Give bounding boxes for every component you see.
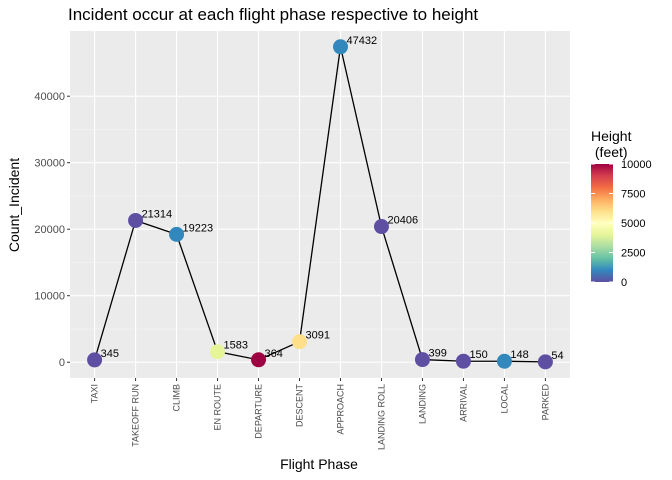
x-tick-label: DEPARTURE bbox=[254, 384, 264, 439]
chart-title: Incident occur at each flight phase resp… bbox=[68, 5, 478, 24]
x-tick-label: TAKEOFF RUN bbox=[131, 384, 141, 447]
legend-tick-label: 5000 bbox=[621, 218, 645, 230]
data-point bbox=[169, 226, 185, 242]
data-point bbox=[128, 212, 144, 228]
data-point bbox=[251, 352, 267, 368]
data-label: 54 bbox=[551, 350, 563, 362]
data-label: 19223 bbox=[183, 222, 214, 234]
legend-tick-label: 10000 bbox=[621, 159, 652, 171]
data-label: 21314 bbox=[142, 208, 173, 220]
x-tick-label: DESCENT bbox=[295, 384, 305, 428]
y-tick-label: 0 bbox=[59, 357, 65, 369]
y-tick-label: 30000 bbox=[34, 158, 65, 170]
data-point bbox=[292, 334, 308, 350]
data-label: 345 bbox=[101, 348, 119, 360]
data-labels: 345 21314 19223 1583 364 3091 47432 20406 399 150… bbox=[101, 35, 564, 362]
x-tick-label: APPROACH bbox=[335, 384, 345, 435]
data-point bbox=[87, 352, 103, 368]
data-points bbox=[87, 39, 553, 370]
legend-tick-label: 2500 bbox=[621, 248, 645, 260]
x-axis-title: Flight Phase bbox=[280, 456, 358, 472]
data-point bbox=[414, 352, 430, 368]
grid-lines bbox=[70, 31, 570, 378]
data-point bbox=[332, 39, 348, 55]
data-label: 47432 bbox=[346, 35, 377, 47]
x-tick-label: TAXI bbox=[90, 384, 100, 403]
x-tick-label: LANDING ROLL bbox=[376, 384, 386, 450]
data-point bbox=[455, 353, 471, 369]
legend-title-line-1: Height bbox=[591, 128, 632, 144]
data-label: 3091 bbox=[306, 330, 330, 342]
y-tick-label: 10000 bbox=[34, 291, 65, 303]
x-axis-ticks: TAXI TAKEOFF RUN CLIMB EN ROUTE DEPARTURE DES… bbox=[90, 378, 550, 450]
x-tick-label: CLIMB bbox=[172, 384, 182, 412]
data-point bbox=[373, 219, 389, 235]
legend-colorbar bbox=[591, 164, 613, 282]
x-tick-label: PARKED bbox=[540, 384, 550, 421]
x-tick-label: EN ROUTE bbox=[213, 384, 223, 431]
data-point bbox=[210, 344, 226, 360]
legend: Height (feet) 0 2500 5000 7500 10000 bbox=[591, 128, 652, 289]
y-tick-label: 40000 bbox=[34, 91, 65, 103]
y-axis-title: Count_Incident bbox=[6, 158, 22, 252]
data-label: 399 bbox=[428, 348, 446, 360]
legend-tick-label: 7500 bbox=[621, 189, 645, 201]
legend-ticks: 0 2500 5000 7500 10000 bbox=[591, 159, 652, 289]
y-axis-ticks: 0 10000 20000 30000 40000 bbox=[34, 91, 70, 369]
data-label: 148 bbox=[510, 349, 528, 361]
x-tick-label: LANDING bbox=[417, 384, 427, 424]
legend-title-line-2: (feet) bbox=[591, 144, 628, 160]
x-tick-label: LOCAL bbox=[499, 384, 509, 414]
x-tick-label: ARRIVAL bbox=[458, 384, 468, 422]
data-label: 1583 bbox=[224, 340, 248, 352]
plot-panel bbox=[70, 31, 570, 378]
data-point bbox=[496, 353, 512, 369]
data-point bbox=[537, 354, 553, 370]
y-tick-label: 20000 bbox=[34, 224, 65, 236]
legend-tick-label: 0 bbox=[621, 277, 627, 289]
data-label: 150 bbox=[469, 349, 487, 361]
data-label: 20406 bbox=[387, 215, 418, 227]
data-label: 364 bbox=[265, 348, 283, 360]
